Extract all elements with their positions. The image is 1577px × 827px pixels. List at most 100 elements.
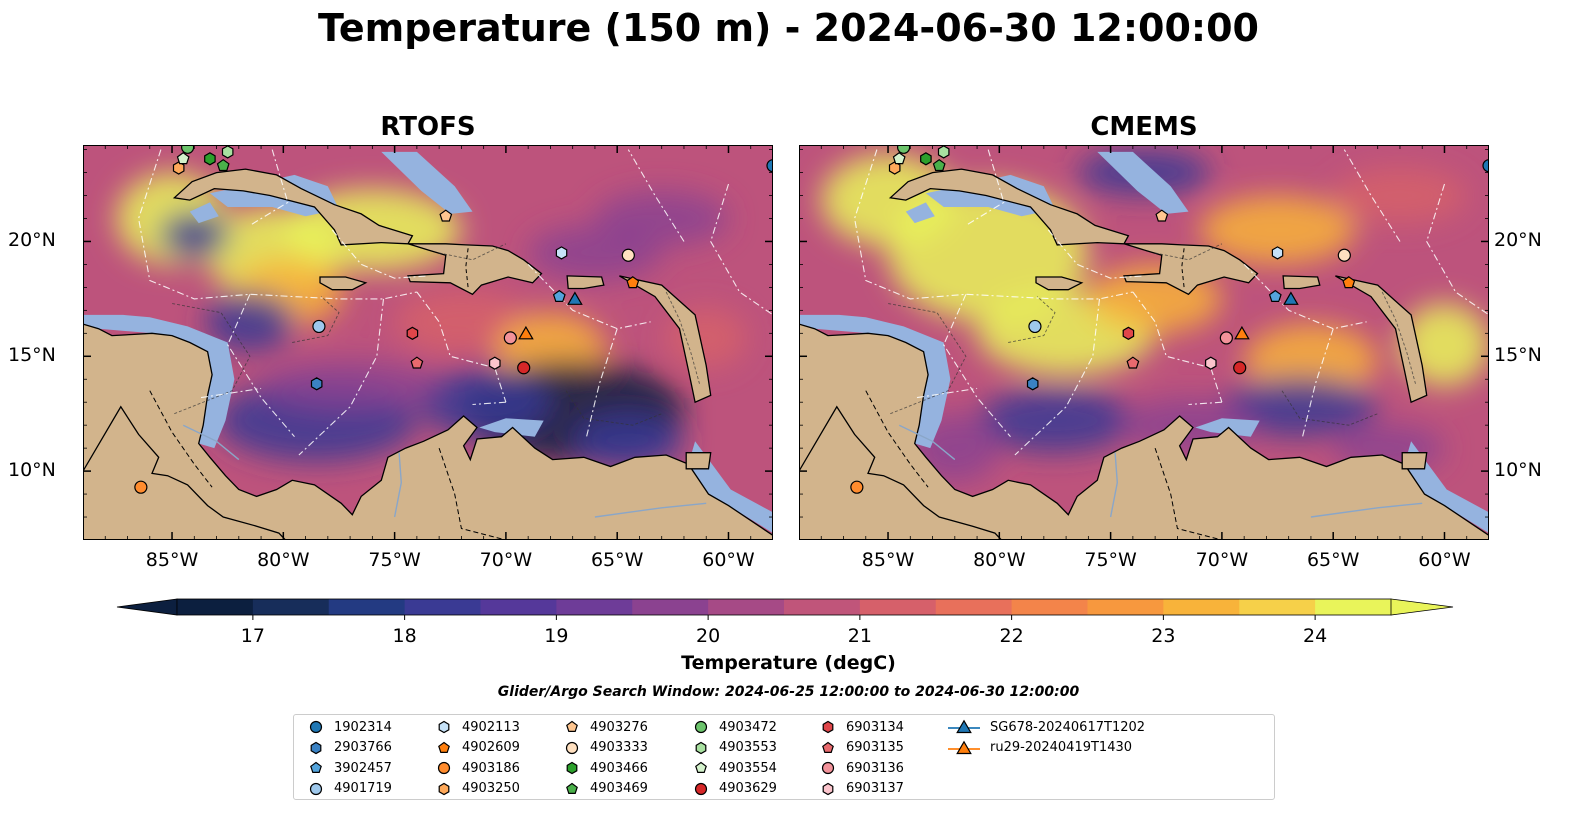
marker-4903629[interactable] bbox=[1233, 361, 1247, 375]
legend-item-6903135: 6903135 bbox=[820, 738, 904, 758]
marker-4903466[interactable] bbox=[204, 152, 216, 166]
legend-label: 6903134 bbox=[846, 719, 904, 735]
marker-4902609[interactable] bbox=[1342, 276, 1356, 289]
marker-4903553[interactable] bbox=[937, 145, 950, 159]
marker-6903135[interactable] bbox=[1126, 356, 1140, 369]
bathymetry-contour bbox=[1281, 390, 1378, 426]
marker-2903766[interactable] bbox=[1026, 377, 1039, 391]
legend-label: 4902113 bbox=[462, 719, 520, 735]
marker-ru29-20240419T1430[interactable] bbox=[518, 325, 534, 340]
marker-3902457[interactable] bbox=[1268, 289, 1282, 302]
eez-boundary bbox=[1243, 264, 1367, 330]
marker-SG678-20240617T1202[interactable] bbox=[567, 291, 583, 305]
lon-tick-label: 65°W bbox=[590, 549, 644, 571]
eez-boundary bbox=[585, 328, 618, 440]
river bbox=[594, 502, 707, 518]
legend-marker-icon bbox=[309, 720, 323, 734]
temperature-patch bbox=[394, 289, 529, 354]
marker-6903134[interactable] bbox=[1122, 326, 1135, 340]
colorbar-tick-label: 24 bbox=[1303, 625, 1327, 647]
marker-4903472[interactable] bbox=[897, 145, 911, 154]
marker-4903333[interactable] bbox=[1337, 248, 1351, 262]
marker-6903136[interactable] bbox=[1219, 331, 1233, 345]
tick-marks bbox=[799, 145, 1489, 540]
marker-6903137[interactable] bbox=[1205, 356, 1217, 370]
colorbar-segment bbox=[708, 599, 785, 615]
marker-4902113[interactable] bbox=[555, 246, 568, 260]
lon-tick-label: 75°W bbox=[1084, 549, 1137, 571]
lon-tick-label: 85°W bbox=[145, 549, 199, 571]
marker-2903766[interactable] bbox=[310, 377, 323, 391]
rtofs-map-panel bbox=[83, 145, 773, 540]
colorbar-segment bbox=[177, 599, 254, 615]
legend-marker-icon bbox=[437, 761, 451, 775]
country-border bbox=[438, 447, 507, 540]
marker-6903134[interactable] bbox=[406, 326, 419, 340]
marker-4903333[interactable] bbox=[621, 248, 635, 262]
legend-marker-icon bbox=[438, 782, 450, 795]
marker-1902314[interactable] bbox=[766, 159, 773, 173]
temperature-patch bbox=[572, 413, 684, 469]
marker-4903472[interactable] bbox=[181, 145, 195, 154]
country-border bbox=[865, 390, 929, 488]
lon-tick-label: 65°W bbox=[1306, 549, 1360, 571]
marker-4903186[interactable] bbox=[134, 480, 148, 494]
colorbar-segment bbox=[1315, 599, 1392, 615]
eez-boundary bbox=[1343, 149, 1401, 242]
legend-label: ru29-20240419T1430 bbox=[990, 740, 1133, 755]
legend-item-4903186: 4903186 bbox=[436, 758, 520, 778]
marker-4901719[interactable] bbox=[1028, 319, 1042, 334]
legend-label: 6903137 bbox=[846, 781, 904, 796]
lon-tick-label: 85°W bbox=[861, 549, 915, 571]
legend-label: 1902314 bbox=[334, 719, 392, 735]
lon-tick-label: 75°W bbox=[368, 549, 421, 571]
marker-4903466[interactable] bbox=[920, 152, 932, 166]
lon-tick-label: 70°W bbox=[479, 549, 533, 571]
lat-tick-label: 20°N bbox=[8, 229, 56, 252]
marker-4903554[interactable] bbox=[892, 152, 906, 165]
marker-4903276[interactable] bbox=[1155, 209, 1169, 222]
legend-item-6903134: 6903134 bbox=[820, 717, 904, 737]
legend-marker-icon bbox=[822, 782, 834, 795]
colorbar-segment bbox=[556, 599, 633, 615]
marker-6903137[interactable] bbox=[489, 356, 501, 370]
tick-marks bbox=[83, 145, 773, 540]
marker-4903276[interactable] bbox=[439, 209, 453, 222]
legend-label: 4903466 bbox=[590, 760, 648, 776]
colorbar-segment bbox=[935, 599, 1013, 615]
marker-4903186[interactable] bbox=[850, 480, 864, 494]
marker-SG678-20240617T1202[interactable] bbox=[1283, 291, 1299, 305]
marker-4903469[interactable] bbox=[216, 158, 230, 172]
marker-6903136[interactable] bbox=[503, 331, 517, 345]
temperature-patch bbox=[977, 388, 1133, 453]
legend-marker-icon bbox=[694, 782, 708, 795]
marker-4903250[interactable] bbox=[172, 161, 185, 175]
marker-3902457[interactable] bbox=[552, 289, 566, 302]
land-area bbox=[1335, 275, 1428, 404]
bathymetry-contour bbox=[439, 243, 507, 261]
marker-4903469[interactable] bbox=[932, 158, 946, 172]
marker-6903135[interactable] bbox=[410, 356, 424, 369]
legend-item-4903469: 4903469 bbox=[564, 779, 648, 799]
lat-tick-label: 10°N bbox=[1494, 459, 1542, 482]
marker-ru29-20240419T1430[interactable] bbox=[1234, 325, 1250, 340]
river bbox=[1310, 502, 1423, 518]
legend-item-4901719: 4901719 bbox=[308, 779, 392, 799]
river bbox=[898, 424, 956, 461]
marker-4901719[interactable] bbox=[312, 319, 326, 334]
marker-4902609[interactable] bbox=[626, 276, 640, 289]
marker-4903553[interactable] bbox=[221, 145, 234, 159]
colorbar-tick-label: 20 bbox=[696, 625, 720, 647]
colorbar-tick-label: 21 bbox=[848, 625, 872, 647]
land-area bbox=[1035, 276, 1084, 291]
legend-label: 6903136 bbox=[846, 760, 904, 776]
eez-boundary bbox=[943, 294, 1011, 438]
marker-4903554[interactable] bbox=[176, 152, 190, 165]
legend-label: 4903472 bbox=[719, 719, 777, 735]
marker-4903250[interactable] bbox=[888, 161, 901, 175]
marker-4902113[interactable] bbox=[1271, 246, 1284, 260]
temperature-colorbar: 17 18 19 20 21 22 23 24 bbox=[116, 598, 1454, 647]
marker-4903629[interactable] bbox=[517, 361, 531, 375]
marker-1902314[interactable] bbox=[1482, 159, 1489, 173]
land-area bbox=[1401, 452, 1428, 470]
